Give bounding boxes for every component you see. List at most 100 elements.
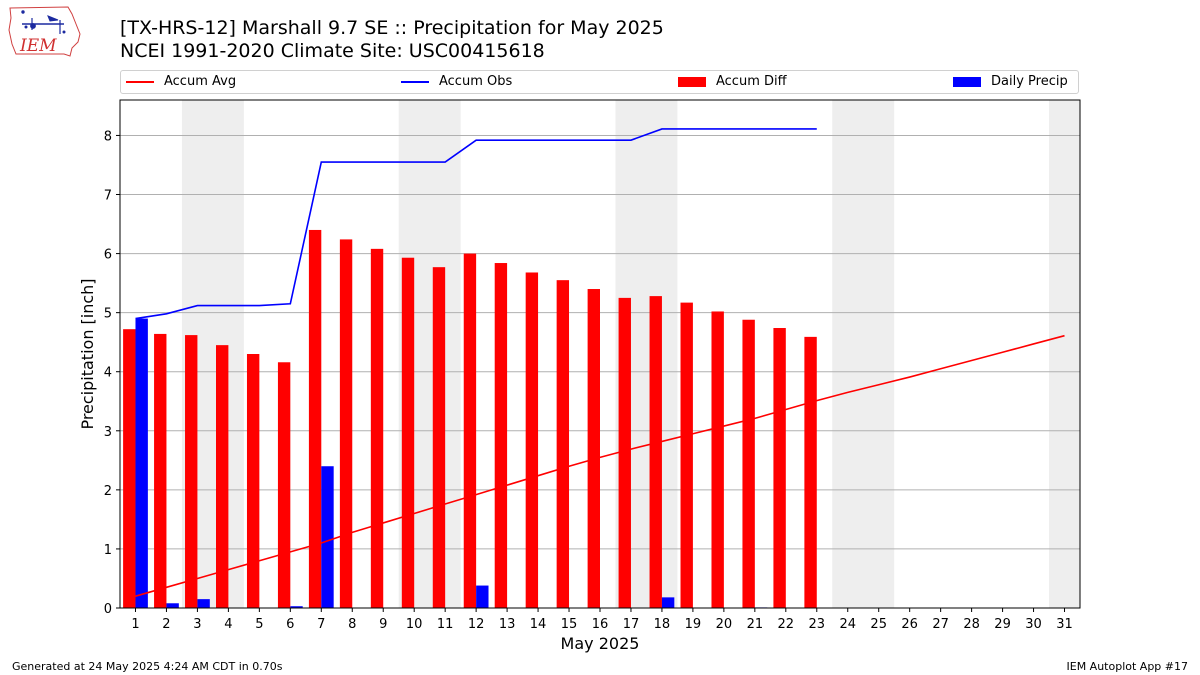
x-tick-label: 13 <box>499 617 516 632</box>
weekend-band <box>1049 100 1080 608</box>
x-tick-label: 23 <box>809 617 826 632</box>
y-tick-label: 0 <box>104 602 112 617</box>
x-tick-label: 20 <box>716 617 733 632</box>
iowa-outline-icon <box>8 6 81 57</box>
legend-item-accum-diff: Accum Diff <box>678 74 787 89</box>
legend-label: Daily Precip <box>991 74 1068 89</box>
x-tick-label: 4 <box>224 617 232 632</box>
x-tick-label: 19 <box>685 617 702 632</box>
y-tick-label: 2 <box>104 484 112 499</box>
daily-precip-bar <box>135 318 148 608</box>
x-tick-label: 24 <box>839 617 856 632</box>
accum-diff-bar <box>556 280 570 608</box>
legend-swatch <box>126 80 154 83</box>
daily-precip-bar <box>166 603 179 608</box>
accum-diff-bar <box>804 336 817 608</box>
accum-diff-bar <box>711 311 724 608</box>
daily-precip-bar <box>197 599 210 608</box>
legend-item-accum-obs: Accum Obs <box>401 74 512 89</box>
x-tick-label: 11 <box>437 617 454 632</box>
x-tick-label: 26 <box>901 617 918 632</box>
accum-diff-bar <box>680 302 693 608</box>
legend-swatch <box>401 80 429 83</box>
logo-text: IEM <box>19 36 57 56</box>
weekend-band <box>615 100 678 608</box>
y-axis-label: Precipitation [inch] <box>78 278 97 429</box>
x-tick-label: 31 <box>1056 617 1073 632</box>
accum-diff-bar <box>649 296 662 608</box>
x-tick-label: 18 <box>654 617 671 632</box>
x-tick-label: 8 <box>348 617 356 632</box>
accum-diff-bar <box>494 263 508 608</box>
chart-subtitle: NCEI 1991-2020 Climate Site: USC00415618 <box>120 40 545 62</box>
accum-diff-bar <box>246 354 260 608</box>
legend-swatch <box>953 76 981 87</box>
accum-diff-bar <box>742 319 755 608</box>
x-tick-label: 7 <box>317 617 325 632</box>
x-axis-label: May 2025 <box>561 634 640 653</box>
legend-label: Accum Diff <box>716 74 787 89</box>
chart-title: [TX-HRS-12] Marshall 9.7 SE :: Precipita… <box>120 17 664 39</box>
app-label: IEM Autoplot App #17 <box>1066 660 1189 673</box>
accum-diff-bar <box>587 289 600 608</box>
x-tick-label: 29 <box>994 617 1011 632</box>
y-tick-label: 7 <box>104 189 112 204</box>
accum-diff-bar <box>401 257 415 608</box>
x-tick-label: 3 <box>193 617 201 632</box>
x-tick-label: 1 <box>131 617 139 632</box>
y-tick-label: 8 <box>104 129 112 144</box>
daily-precip-bar <box>476 585 489 608</box>
x-tick-label: 15 <box>561 617 578 632</box>
x-tick-label: 14 <box>530 617 547 632</box>
weekend-band <box>832 100 895 608</box>
y-tick-label: 6 <box>104 248 112 263</box>
x-tick-label: 5 <box>255 617 263 632</box>
y-tick-label: 4 <box>104 366 112 381</box>
accum-diff-bar <box>154 333 167 608</box>
accum-diff-bar <box>185 335 198 608</box>
accum-diff-bar <box>463 253 477 608</box>
accum-diff-bar <box>216 345 229 608</box>
accum-diff-bar <box>370 248 384 608</box>
y-tick-label: 1 <box>104 543 112 558</box>
weekend-band <box>398 100 461 608</box>
x-tick-label: 6 <box>286 617 294 632</box>
x-tick-label: 22 <box>778 617 795 632</box>
daily-precip-bar <box>754 607 768 608</box>
chart-legend: Accum Avg Accum Obs Accum Diff Daily Pre… <box>120 70 1079 94</box>
accum-diff-bar <box>277 362 291 608</box>
x-tick-label: 17 <box>623 617 640 632</box>
accum-avg-line <box>135 334 1065 597</box>
x-tick-label: 2 <box>162 617 170 632</box>
x-tick-label: 30 <box>1025 617 1042 632</box>
iem-logo: IEM <box>8 6 81 57</box>
x-tick-label: 10 <box>406 617 423 632</box>
legend-item-accum-avg: Accum Avg <box>126 74 236 89</box>
legend-label: Accum Avg <box>164 74 237 89</box>
daily-precip-bar <box>321 466 334 608</box>
accum-diff-bar <box>525 272 539 608</box>
accum-diff-bar <box>308 229 322 608</box>
accum-obs-line <box>135 128 817 320</box>
y-tick-label: 5 <box>104 307 112 322</box>
y-tick-label: 3 <box>104 425 112 440</box>
weekend-band <box>181 100 244 608</box>
accum-diff-bar <box>773 328 786 608</box>
generated-timestamp: Generated at 24 May 2025 4:24 AM CDT in … <box>12 660 283 673</box>
accum-diff-bar <box>339 239 353 608</box>
x-tick-label: 27 <box>932 617 949 632</box>
daily-precip-bar <box>661 597 675 608</box>
legend-item-daily-precip: Daily Precip <box>953 74 1068 89</box>
legend-label: Accum Obs <box>439 74 513 89</box>
x-tick-label: 25 <box>870 617 887 632</box>
daily-precip-bar <box>290 606 303 608</box>
legend-swatch <box>678 76 706 87</box>
x-tick-label: 21 <box>747 617 764 632</box>
x-tick-label: 28 <box>963 617 980 632</box>
plot-frame <box>119 99 1081 609</box>
x-tick-label: 12 <box>468 617 485 632</box>
accum-diff-bar <box>123 329 136 608</box>
weather-station-icon <box>21 10 66 34</box>
x-tick-label: 16 <box>592 617 609 632</box>
